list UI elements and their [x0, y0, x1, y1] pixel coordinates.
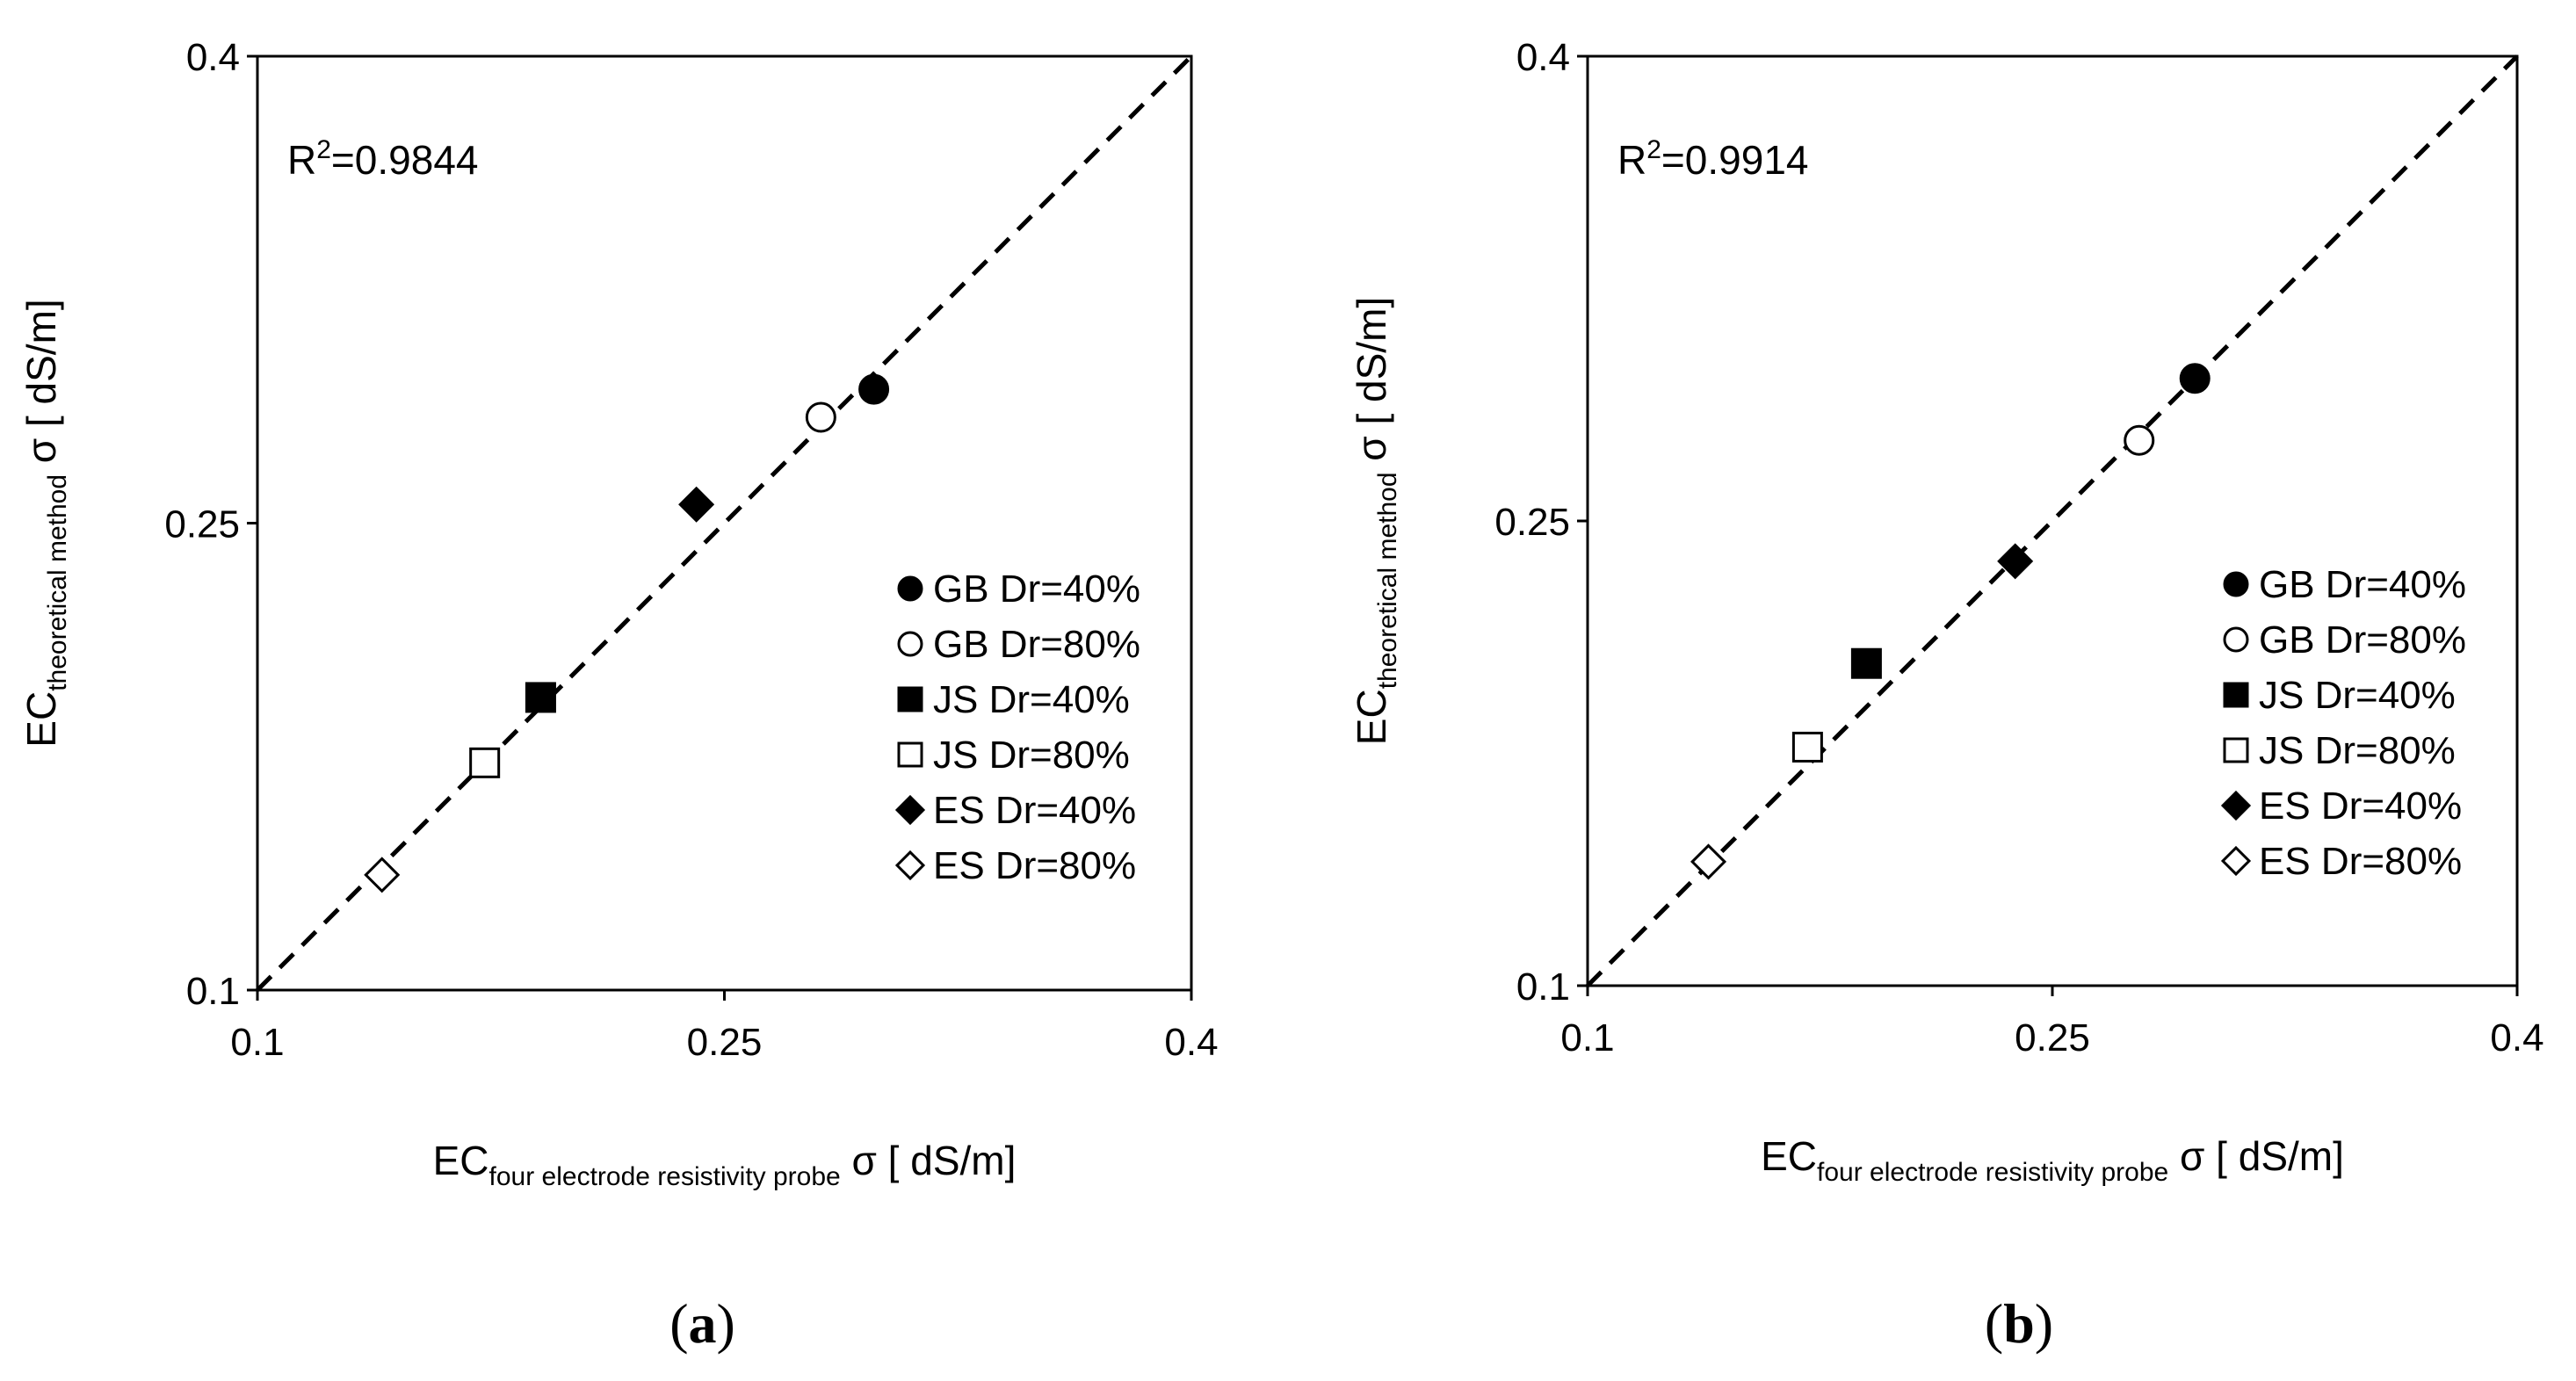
data-point-square-open — [1791, 731, 1823, 763]
x-tick-label: 0.25 — [2015, 1016, 2090, 1059]
legend-label: JS Dr=80% — [933, 734, 1130, 777]
y-tick-label: 0.1 — [186, 970, 240, 1013]
legend-marker-diamond-open — [894, 850, 926, 881]
y-tick-label: 0.4 — [1516, 36, 1570, 79]
y-tick-label: 0.25 — [1494, 501, 1570, 544]
legend-label: ES Dr=80% — [933, 844, 1136, 887]
x-tick-label: 0.1 — [230, 1021, 284, 1064]
legend-marker-square-open — [2223, 737, 2249, 763]
x-tick-label: 0.4 — [2490, 1016, 2543, 1059]
data-point-square-filled — [525, 682, 556, 713]
x-axis-label: ECfour electrode resistivity probe σ [ d… — [433, 1138, 1017, 1191]
legend-marker-diamond-filled — [894, 794, 926, 826]
legend-marker-circle-open — [897, 631, 923, 657]
r-squared-annotation: R2=0.9844 — [287, 135, 478, 183]
legend-marker-circle-filled — [897, 575, 923, 602]
legend: GB Dr=40% GB Dr=80% JS Dr=40% JS Dr=80% ES D… — [894, 568, 1140, 887]
data-point-circle-open — [805, 401, 836, 433]
y-axis-label: ECtheoretical method σ [ dS/m] — [18, 299, 72, 747]
data-point-diamond-filled — [678, 486, 715, 523]
legend-marker-circle-filled — [2223, 571, 2249, 597]
legend-marker-diamond-open — [2220, 845, 2252, 877]
legend-label: GB Dr=40% — [933, 568, 1140, 611]
legend-label: GB Dr=40% — [2259, 563, 2466, 606]
data-point-diamond-open — [364, 857, 401, 893]
legend-marker-square-filled — [897, 686, 923, 712]
data-point-circle-filled — [858, 373, 890, 405]
legend-label: ES Dr=40% — [2259, 784, 2462, 828]
data-point-diamond-open — [1690, 843, 1727, 880]
legend-label: JS Dr=80% — [2259, 729, 2456, 772]
x-tick-label: 0.4 — [1164, 1021, 1218, 1064]
data-point-circle-filled — [2179, 363, 2211, 394]
panel-label: (b) — [1985, 1292, 2053, 1355]
legend-label: ES Dr=40% — [933, 789, 1136, 832]
legend-label: JS Dr=40% — [2259, 674, 2456, 717]
legend-label: GB Dr=80% — [933, 623, 1140, 666]
x-tick-label: 0.1 — [1560, 1016, 1614, 1059]
x-tick-label: 0.25 — [687, 1021, 763, 1064]
data-point-square-open — [469, 747, 501, 778]
r-squared-annotation: R2=0.9914 — [1617, 135, 1808, 183]
y-tick-label: 0.25 — [164, 503, 240, 546]
data-point-circle-open — [2124, 424, 2155, 456]
legend-label: ES Dr=80% — [2259, 840, 2462, 883]
y-axis-label: ECtheoretical method σ [ dS/m] — [1349, 297, 1402, 745]
data-point-diamond-filled — [1997, 543, 2034, 580]
legend-marker-diamond-filled — [2220, 790, 2252, 821]
y-tick-label: 0.1 — [1516, 965, 1570, 1009]
panel-label: (a) — [669, 1292, 735, 1355]
legend-label: JS Dr=40% — [933, 678, 1130, 721]
data-point-square-filled — [1850, 647, 1882, 679]
legend: GB Dr=40% GB Dr=80% JS Dr=40% JS Dr=80% ES D… — [2220, 563, 2466, 883]
legend-marker-square-open — [897, 741, 923, 768]
y-tick-label: 0.4 — [186, 36, 240, 79]
legend-marker-square-filled — [2223, 682, 2249, 708]
legend-marker-circle-open — [2223, 626, 2249, 653]
x-axis-label: ECfour electrode resistivity probe σ [ d… — [1761, 1133, 2344, 1187]
legend-label: GB Dr=80% — [2259, 618, 2466, 662]
